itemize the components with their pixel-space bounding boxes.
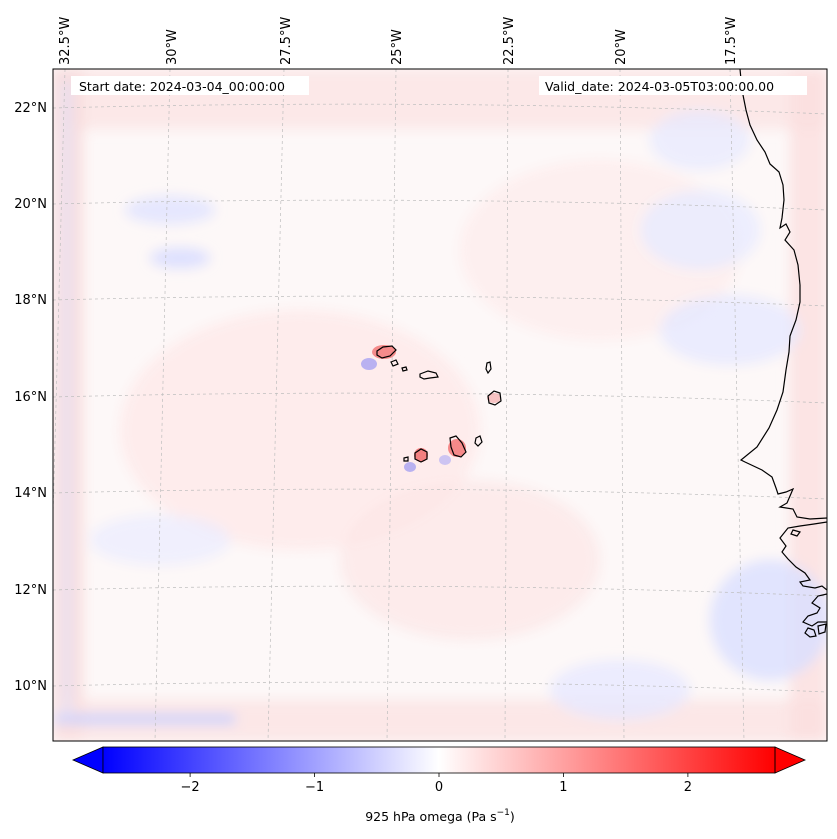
colorbar-label: 925 hPa omega (Pa s−1) <box>365 808 515 824</box>
island-brava <box>403 456 409 462</box>
lat-label-12n: 12°N <box>14 583 47 598</box>
latitude-labels: 22°N 20°N 18°N 16°N 14°N 12°N 10°N <box>14 101 47 694</box>
lat-label-20n: 20°N <box>14 197 47 212</box>
colorbar-tick-label: −1 <box>305 780 324 795</box>
map-panel: Start date: 2024-03-04_00:00:00 Valid_da… <box>53 69 827 741</box>
colorbar-tick-label: 1 <box>559 780 567 795</box>
colorbar-gradient <box>103 747 775 773</box>
lon-label-22-5w: 22.5°W <box>502 17 517 65</box>
map-frame <box>52 68 828 742</box>
lat-label-18n: 18°N <box>14 293 47 308</box>
island-sao-nicolau <box>419 370 439 380</box>
island-santiago <box>449 435 467 458</box>
longitude-labels: 32.5°W 30°W 27.5°W 25°W 22.5°W 20°W 17.5… <box>58 17 739 65</box>
lon-label-20w: 20°W <box>614 29 629 65</box>
island-santa-luzia <box>401 366 408 372</box>
colorbar-ticks: −2 −1 0 1 2 <box>181 773 692 795</box>
lat-label-10n: 10°N <box>14 679 47 694</box>
map-gridlines <box>53 69 827 741</box>
lat-label-22n: 22°N <box>14 101 47 116</box>
island-maio <box>474 435 483 447</box>
island-sal <box>485 361 492 375</box>
lat-label-16n: 16°N <box>14 390 47 405</box>
cape-verde-islands <box>376 345 502 463</box>
colorbar-tick-label: 0 <box>435 780 443 795</box>
lon-label-17-5w: 17.5°W <box>724 17 739 65</box>
colorbar-tick-label: 2 <box>684 780 692 795</box>
island-sao-vicente <box>390 359 399 367</box>
lat-label-14n: 14°N <box>14 486 47 501</box>
start-date-box <box>71 76 309 95</box>
island-santo-antao <box>376 345 397 359</box>
lon-label-25w: 25°W <box>390 29 405 65</box>
lon-label-32-5w: 32.5°W <box>58 17 73 65</box>
start-date-label: Start date: 2024-03-04_00:00:00 <box>79 79 285 94</box>
lon-label-30w: 30°W <box>165 29 180 65</box>
west-africa-coastline <box>739 69 827 638</box>
colorbar-tick-label: −2 <box>181 780 200 795</box>
colorbar-extend-max <box>774 746 807 774</box>
colorbar-extend-min <box>71 746 104 774</box>
colorbar: −2 −1 0 1 2 925 hPa omega (Pa s−1) <box>71 746 807 824</box>
valid-date-label: Valid_date: 2024-03-05T03:00:00.00 <box>545 79 774 94</box>
island-boa-vista <box>487 390 502 406</box>
valid-date-box <box>539 76 807 95</box>
island-omega-anomalies <box>361 345 501 472</box>
island-fogo <box>414 448 428 463</box>
lon-label-27-5w: 27.5°W <box>279 17 294 65</box>
